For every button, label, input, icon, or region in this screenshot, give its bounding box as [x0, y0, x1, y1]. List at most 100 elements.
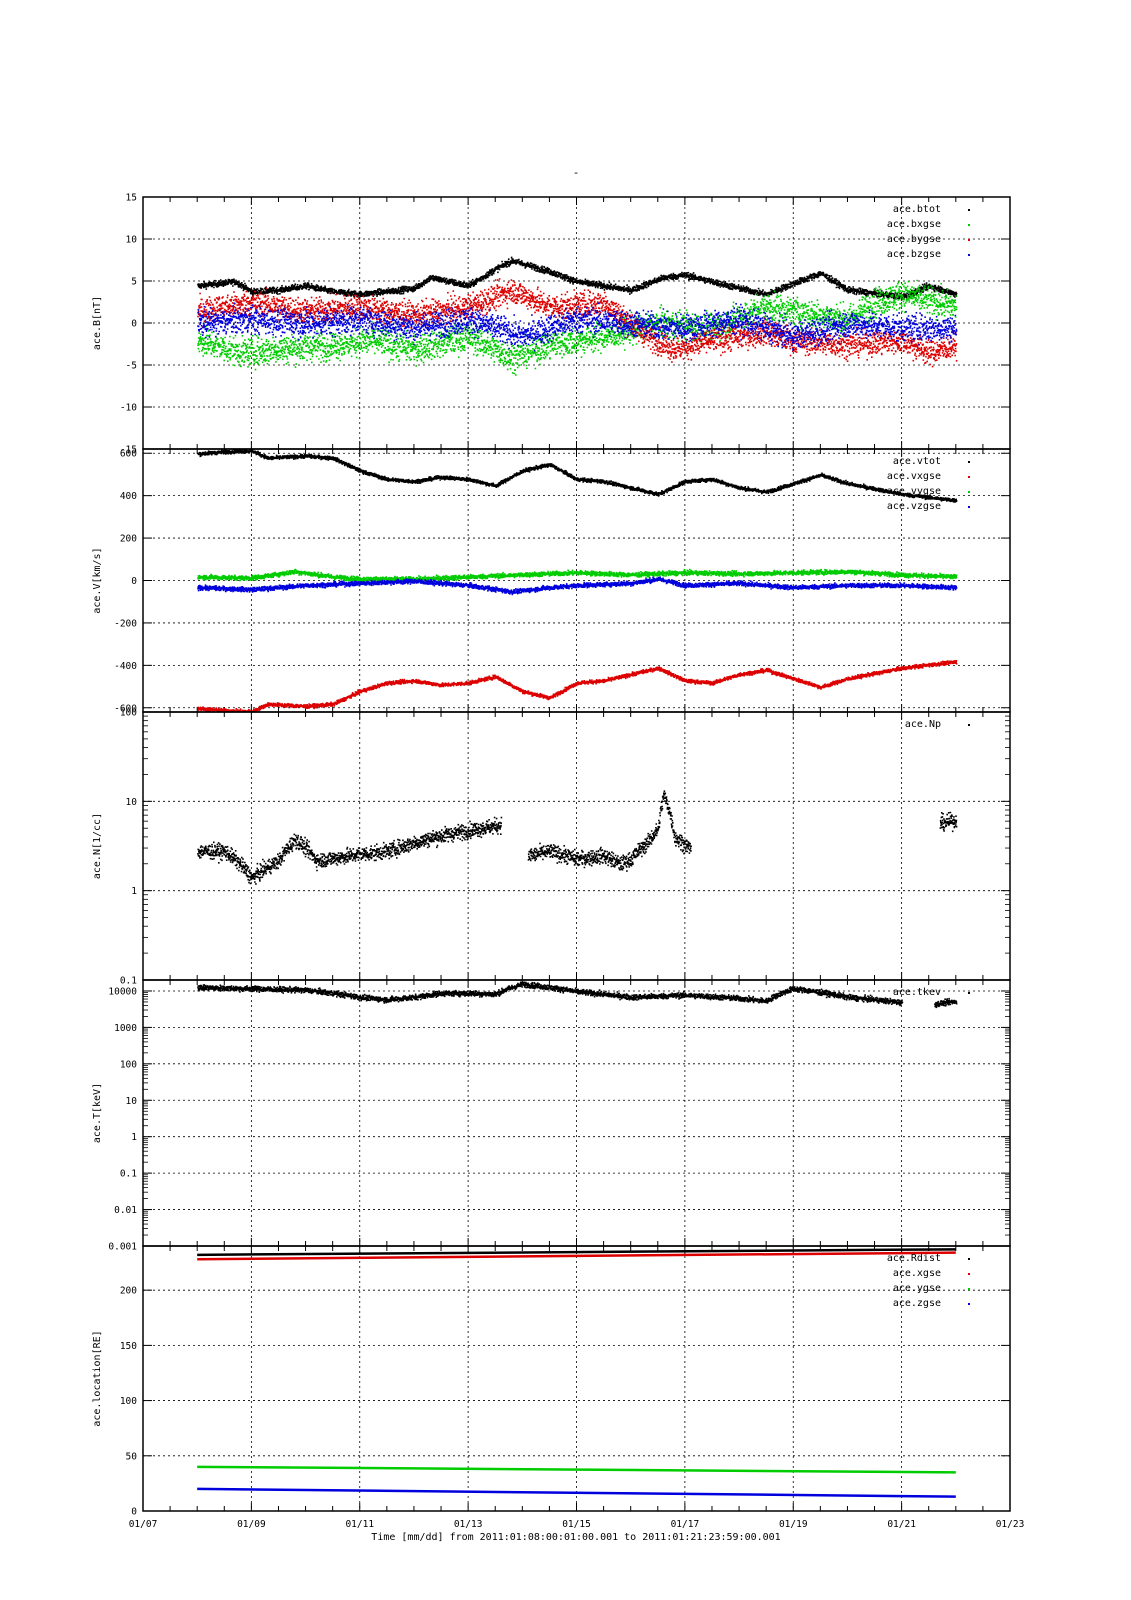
series-line [197, 1487, 956, 1498]
y-axis-label: ace.location[RE] [92, 1330, 103, 1426]
legend-marker [968, 491, 970, 493]
x-tick-label: 01/09 [237, 1519, 266, 1530]
y-tick-label: 200 [120, 1286, 137, 1297]
series-points [197, 981, 958, 1009]
y-tick-label: 10 [126, 235, 138, 246]
legend-marker [968, 461, 970, 463]
y-tick-label: -600 [114, 703, 137, 714]
legend-marker [968, 1273, 970, 1275]
plot-area [197, 790, 958, 885]
y-tick-label: -10 [120, 403, 137, 414]
plot-area [197, 449, 958, 712]
legend-label: ace.bzgse [887, 249, 941, 260]
series-points [197, 302, 958, 352]
series-points [197, 256, 958, 301]
legend-label: ace.bygse [887, 234, 941, 245]
legend-label: ace.bxgse [887, 219, 941, 230]
series-ace-xgse [197, 1251, 956, 1261]
y-tick-label: -400 [114, 661, 137, 672]
y-tick-label: 1 [131, 1132, 137, 1143]
panel-1: -15 -10 -5 0 5 10 15 ace.B[nT] ace.btot ace.bxgse… [92, 193, 1011, 456]
legend-label: ace.vygse [887, 486, 941, 497]
x-tick-label: 01/13 [454, 1519, 483, 1530]
legend-marker [968, 506, 970, 508]
x-tick-label: 01/21 [887, 1519, 916, 1530]
series-ace-vygse [197, 568, 958, 583]
series-points [197, 568, 958, 583]
y-tick-label: 400 [120, 491, 137, 502]
panel-frame [142, 1245, 1011, 1512]
y-tick-label: 50 [126, 1451, 138, 1462]
y-tick-label: -200 [114, 618, 137, 629]
y-tick-label: 0.01 [114, 1205, 137, 1216]
series-ace-bzgse [197, 302, 958, 352]
plot-area [197, 981, 958, 1009]
legend-label: ace.btot [893, 204, 941, 215]
plot-area [197, 256, 958, 376]
y-axis-label: ace.V[km/s] [92, 547, 103, 613]
x-tick-label: 01/07 [129, 1519, 158, 1530]
y-tick-label: 10 [126, 1096, 138, 1107]
series-ace-tkev [197, 981, 958, 1009]
y-tick-label: 15 [126, 193, 137, 204]
series-points [197, 449, 958, 503]
y-tick-label: 600 [120, 449, 137, 460]
legend-label: ace.tkev [893, 987, 941, 998]
series-ace-ygse [197, 1465, 956, 1474]
y-tick-label: 0 [131, 576, 137, 587]
legend-marker [968, 224, 970, 226]
y-tick-label: 0.1 [120, 976, 137, 987]
legend-label: ace.zgse [893, 1298, 941, 1309]
x-tick-label: 01/23 [996, 1519, 1025, 1530]
legend-label: ace.xgse [893, 1268, 941, 1279]
series-points [197, 279, 958, 376]
y-axis-label: ace.B[nT] [92, 296, 103, 350]
panel-5: 0 50 100 150 200 ace.location[RE] ace.Rdist ace… [92, 1245, 1011, 1518]
x-axis-label: Time [mm/dd] from 2011:01:08:00:01:00.00… [371, 1532, 780, 1543]
x-axis: 01/07 01/09 01/11 01/13 01/15 01/17 01/19 01/21… [129, 1519, 1025, 1530]
plot-area [197, 1248, 956, 1498]
legend-marker [968, 1303, 970, 1305]
y-axis-label: ace.T[keV] [92, 1083, 103, 1143]
x-tick-label: 01/17 [671, 1519, 700, 1530]
series-ace-bxgse [197, 279, 958, 376]
legend-label: ace.vtot [893, 456, 941, 467]
x-tick-label: 01/11 [345, 1519, 374, 1530]
x-tick-label: 01/15 [562, 1519, 591, 1530]
legend-label: ace.ygse [893, 1283, 941, 1294]
y-tick-label: -15 [120, 445, 137, 456]
legend-marker [968, 1288, 970, 1290]
legend-label: ace.vxgse [887, 471, 941, 482]
series-points [197, 660, 958, 712]
y-tick-label: 0 [131, 1507, 137, 1518]
series-ace-vzgse [197, 576, 958, 596]
y-axis-label: ace.N[1/cc] [92, 813, 103, 879]
legend-marker [968, 239, 970, 241]
series-line [197, 1248, 956, 1257]
y-tick-label: 5 [131, 277, 137, 288]
y-tick-label: 100 [120, 1396, 137, 1407]
series-ace-btot [197, 256, 958, 301]
y-tick-label: 10 [126, 797, 138, 808]
legend-marker [968, 254, 970, 256]
y-tick-label: 0.001 [108, 1242, 137, 1253]
series-line [197, 1465, 956, 1474]
series-ace-vtot [197, 449, 958, 503]
legend-marker [968, 724, 970, 726]
y-tick-label: 1 [131, 886, 137, 897]
series-ace-Rdist [197, 1248, 956, 1257]
page-title: - [573, 166, 580, 179]
panel-4: 0.001 0.01 0.1 1 10 100 1000 10000 ace.T[keV] ace… [92, 979, 1011, 1253]
y-tick-label: 100 [120, 1059, 137, 1070]
legend-label: ace.vzgse [887, 501, 941, 512]
x-tick-label: 01/19 [779, 1519, 808, 1530]
legend-marker [968, 1258, 970, 1260]
legend-marker [968, 476, 970, 478]
y-tick-label: 10000 [108, 986, 137, 997]
legend-label: ace.Rdist [887, 1253, 941, 1264]
panel-2: -600 -400 -200 0 200 400 600 ace.V[km/s] ace.vto… [92, 448, 1011, 714]
y-tick-label: 0 [131, 319, 137, 330]
panel-3: 0.1 1 10 100 ace.N[1/cc] ace.Np [92, 708, 1011, 987]
y-tick-label: 1000 [114, 1023, 137, 1034]
series-line [197, 1251, 956, 1261]
